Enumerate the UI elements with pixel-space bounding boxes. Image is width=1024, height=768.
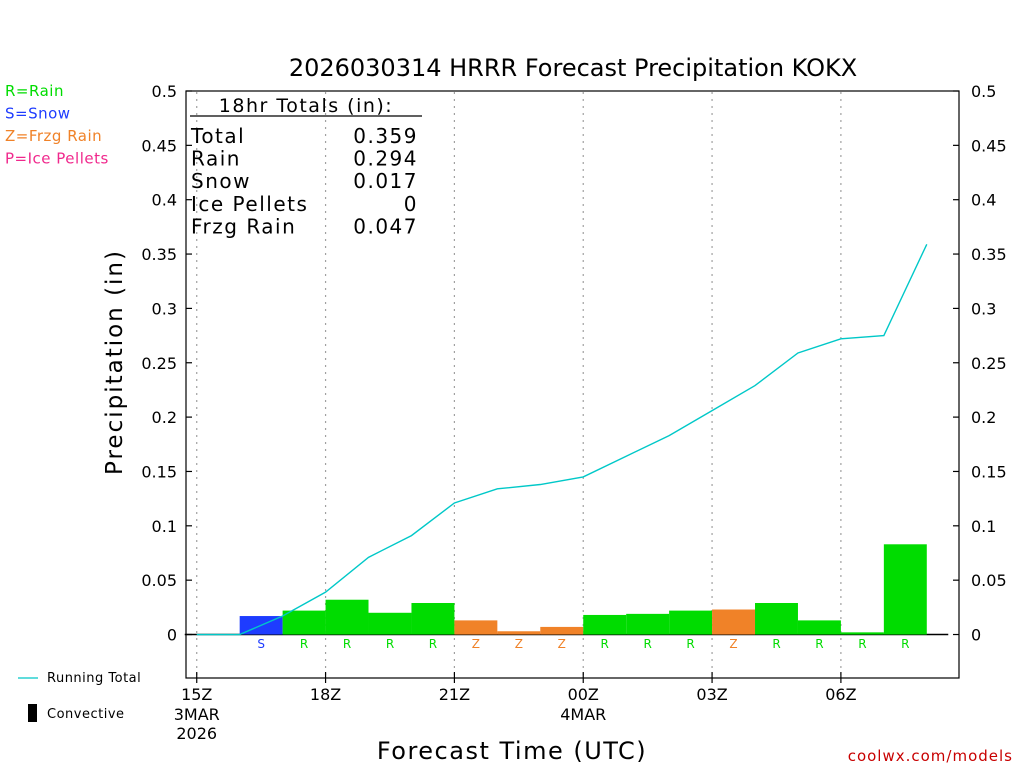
y-tick-label-right: 0.1 <box>971 517 996 536</box>
totals-row-label: Total <box>190 124 245 148</box>
y-axis-right: 0 0.05 0.1 0.15 0.2 0.25 0.3 0.35 0.4 0.45 0.5 <box>953 82 1007 645</box>
y-tick-label-left: 0.4 <box>152 191 177 210</box>
x-tick-label: 21Z <box>439 685 470 704</box>
totals-row-label: Rain <box>191 147 241 171</box>
precip-bar <box>626 613 670 635</box>
bar-type-label: Z <box>515 637 523 651</box>
convective-legend: Convective <box>28 704 125 722</box>
x-tick-sublabel: 4MAR <box>560 705 606 724</box>
convective-legend-swatch <box>28 704 37 722</box>
precip-bar <box>883 544 927 635</box>
x-tick-label: 15Z <box>181 685 212 704</box>
chart-title: 2026030314 HRRR Forecast Precipitation K… <box>289 54 857 82</box>
y-tick-label-right: 0.2 <box>971 408 996 427</box>
y-tick-label-left: 0.05 <box>141 571 177 590</box>
y-tick-label-left: 0.45 <box>141 136 177 155</box>
bar-type-label: S <box>257 637 265 651</box>
legend-p: P=Ice Pellets <box>5 150 109 168</box>
bar-type-label: Z <box>729 637 737 651</box>
plot-frame <box>185 90 960 679</box>
running-total-line <box>196 243 928 636</box>
credit-text: coolwx.com/models <box>848 747 1013 765</box>
precip-bar <box>497 631 541 635</box>
x-tick-label: 00Z <box>568 685 599 704</box>
y-tick-label-right: 0 <box>971 626 981 645</box>
y-tick-label-right: 0.05 <box>971 571 1007 590</box>
bar-type-label: R <box>815 637 823 651</box>
precip-bar <box>325 599 369 635</box>
y-tick-label-left: 0.2 <box>152 408 177 427</box>
running-total-legend-label: Running Total <box>47 671 141 686</box>
bar-type-label: R <box>300 637 308 651</box>
precip-bars <box>239 544 927 635</box>
totals-box: 18hr Totals (in): Total 0.359 Rain 0.294 Sno… <box>190 95 422 238</box>
bar-type-label: R <box>343 637 351 651</box>
x-tick-label: 06Z <box>825 685 856 704</box>
y-tick-label-right: 0.25 <box>971 354 1007 373</box>
precip-bar <box>540 626 584 635</box>
legend-s: S=Snow <box>5 105 71 123</box>
precip-bar <box>797 620 841 635</box>
precip-bar <box>712 609 756 635</box>
totals-row-value: 0.047 <box>353 214 418 238</box>
totals-row-value: 0.294 <box>353 147 418 171</box>
legend-z: Z=Frzg Rain <box>5 127 102 145</box>
totals-row-label: Ice Pellets <box>191 192 308 216</box>
precip-bar <box>755 602 798 635</box>
y-axis-label: Precipitation (in) <box>102 249 128 475</box>
precip-bar <box>411 602 455 635</box>
bar-type-label: R <box>429 637 437 651</box>
running-total-series <box>196 243 928 636</box>
y-tick-label-left: 0.15 <box>141 462 177 481</box>
running-total-legend: Running Total <box>18 671 141 686</box>
bar-type-label: Z <box>558 637 566 651</box>
y-tick-label-left: 0 <box>167 626 177 645</box>
x-tick-label: 03Z <box>696 685 727 704</box>
precip-bar <box>669 610 713 635</box>
bar-type-label: R <box>386 637 394 651</box>
y-tick-label-right: 0.5 <box>971 82 996 101</box>
totals-row-value: 0.017 <box>353 169 418 193</box>
bar-type-label: R <box>601 637 609 651</box>
precip-bar <box>454 620 498 635</box>
bar-type-label: R <box>772 637 780 651</box>
y-tick-label-left: 0.35 <box>141 245 177 264</box>
precip-type-legend: R=Rain S=Snow Z=Frzg Rain P=Ice Pellets <box>5 82 109 168</box>
precip-bar <box>368 612 412 635</box>
precip-bar <box>583 614 627 635</box>
x-axis-label: Forecast Time (UTC) <box>377 737 647 765</box>
precip-bar <box>840 632 884 635</box>
x-tick-sublabel: 2026 <box>176 724 217 743</box>
y-tick-label-left: 0.1 <box>152 517 177 536</box>
x-tick-label: 18Z <box>310 685 341 704</box>
totals-row-value: 0 <box>404 192 418 216</box>
y-tick-label-right: 0.4 <box>971 191 996 210</box>
totals-rows: Total 0.359 Rain 0.294 Snow 0.017 Ice Pellets 0… <box>190 124 418 238</box>
y-tick-label-right: 0.15 <box>971 462 1007 481</box>
bar-type-label: R <box>858 637 866 651</box>
y-tick-label-left: 0.25 <box>141 354 177 373</box>
chart-grid <box>184 92 949 677</box>
convective-legend-label: Convective <box>47 707 125 722</box>
totals-heading: 18hr Totals (in): <box>219 95 393 117</box>
bar-type-label: R <box>643 637 651 651</box>
totals-row-label: Frzg Rain <box>191 214 296 238</box>
x-tick-sublabel: 3MAR <box>174 705 220 724</box>
y-tick-label-right: 0.35 <box>971 245 1007 264</box>
bar-type-label: Z <box>472 637 480 651</box>
y-axis-left: 0 0.05 0.1 0.15 0.2 0.25 0.3 0.35 0.4 0.45 0.5 <box>141 82 192 645</box>
precip-bar <box>282 610 326 635</box>
y-tick-label-right: 0.45 <box>971 136 1007 155</box>
totals-row-value: 0.359 <box>353 124 418 148</box>
y-tick-label-left: 0.3 <box>152 299 177 318</box>
y-tick-label-right: 0.3 <box>971 299 996 318</box>
y-tick-label-left: 0.5 <box>152 82 177 101</box>
bar-type-label: R <box>901 637 909 651</box>
totals-row-label: Snow <box>191 169 251 193</box>
legend-r: R=Rain <box>5 82 64 100</box>
bar-type-label: R <box>686 637 694 651</box>
